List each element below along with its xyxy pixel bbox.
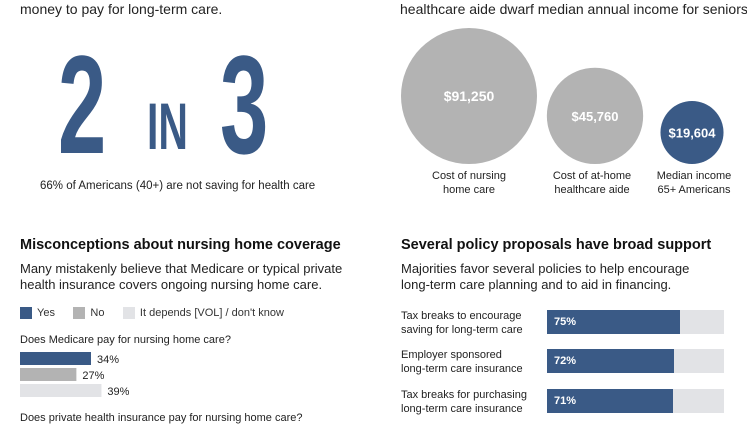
question-medicare: Does Medicare pay for nursing home care? [20, 334, 231, 346]
policy-label: Employer sponsored long-term care insuran… [401, 348, 523, 376]
bubble-value-label: $19,604 [669, 125, 717, 140]
policy-label-line: Employer sponsored [401, 349, 502, 361]
bubble-label-line: Median income [656, 170, 732, 182]
subtitle-line: health insurance covers ongoing nursing … [20, 277, 323, 292]
misconceptions-subtitle: Many mistakenly believe that Medicare or… [20, 261, 360, 293]
bubble-value-label: $91,250 [444, 88, 495, 104]
bar-value-label: 39% [107, 386, 129, 398]
policy-title: Several policy proposals have broad supp… [401, 237, 712, 253]
policy-bar-value: 75% [554, 316, 577, 328]
big-word-in: IN [147, 89, 188, 163]
bar-yes [20, 352, 91, 365]
legend-label: No [90, 307, 105, 319]
bubble-median-income [660, 100, 724, 164]
policy-bar-fill: 75% [547, 310, 680, 334]
legend-item-depends: It depends [VOL] / don't know [122, 307, 284, 319]
bubble-label-line: Cost of nursing [432, 170, 506, 182]
legend-label: Yes [37, 307, 55, 319]
bubble-label-line: healthcare aide [554, 184, 630, 196]
bar-value-label: 34% [97, 354, 119, 366]
subtitle-line: Many mistakenly believe that Medicare or… [20, 261, 343, 276]
bar-no [20, 368, 77, 381]
legend-swatch-no [73, 307, 86, 319]
policy-label-line: saving for long-term care [401, 324, 523, 336]
misconceptions-title: Misconceptions about nursing home covera… [20, 237, 341, 253]
question-private-insurance: Does private health insurance pay for nu… [20, 412, 303, 424]
right-lead-text: healthcare aide dwarf median annual inco… [400, 1, 747, 17]
policy-bar-track: 71% [547, 389, 724, 413]
stat-caption: 66% of Americans (40+) are not saving fo… [40, 180, 316, 192]
bubble-label-line: home care [443, 184, 495, 196]
subtitle-line: long-term care planning and to aid in fi… [401, 277, 672, 292]
policy-label-line: Tax breaks for purchasing [401, 389, 527, 401]
bubble-at-home-aide [546, 67, 644, 164]
policy-bar-fill: 72% [547, 349, 675, 373]
bar-depends [20, 384, 102, 397]
cost-bubble-chart: $91,250 $45,760 $19,604 [401, 28, 724, 164]
bubble-label-line: 65+ Americans [657, 184, 731, 196]
bubble-label-nursing: Cost of nursing home care [410, 169, 528, 197]
big-number-two: 2 [58, 26, 107, 183]
policy-bar-track: 75% [547, 310, 724, 334]
legend-swatch-depends [122, 307, 135, 319]
policy-label-line: long-term care insurance [401, 403, 523, 415]
policy-bar-value: 72% [554, 355, 577, 367]
bubble-label-income: Median income 65+ Americans [646, 169, 742, 197]
bar-value-label: 27% [82, 370, 104, 382]
policy-label-line: Tax breaks to encourage [401, 310, 522, 322]
bubble-nursing-home [401, 28, 537, 164]
policy-bar-track: 72% [547, 349, 724, 373]
policy-label: Tax breaks for purchasing long-term care … [401, 388, 527, 416]
policy-bar-fill: 71% [547, 389, 673, 413]
legend-item-yes: Yes [20, 307, 55, 319]
legend: Yes No It depends [VOL] / don't know [20, 306, 298, 324]
legend-swatch-yes [20, 307, 32, 319]
policy-label-line: long-term care insurance [401, 363, 523, 375]
policy-subtitle: Majorities favor several policies to hel… [401, 261, 741, 293]
medicare-bar-chart: 34% 27%39% [20, 352, 130, 398]
bubble-label-line: Cost of at-home [552, 170, 632, 182]
big-number-three: 3 [220, 26, 269, 183]
left-lead-text: money to pay for long-term care. [20, 1, 223, 17]
subtitle-line: Majorities favor several policies to hel… [401, 261, 690, 276]
legend-item-no: No [73, 307, 104, 319]
bubble-label-aide: Cost of at-home healthcare aide [537, 169, 647, 197]
policy-bar-value: 71% [554, 395, 577, 407]
legend-label: It depends [VOL] / don't know [139, 307, 284, 319]
bubble-value-label: $45,760 [572, 109, 619, 124]
policy-label: Tax breaks to encourage saving for long-t… [401, 309, 523, 337]
